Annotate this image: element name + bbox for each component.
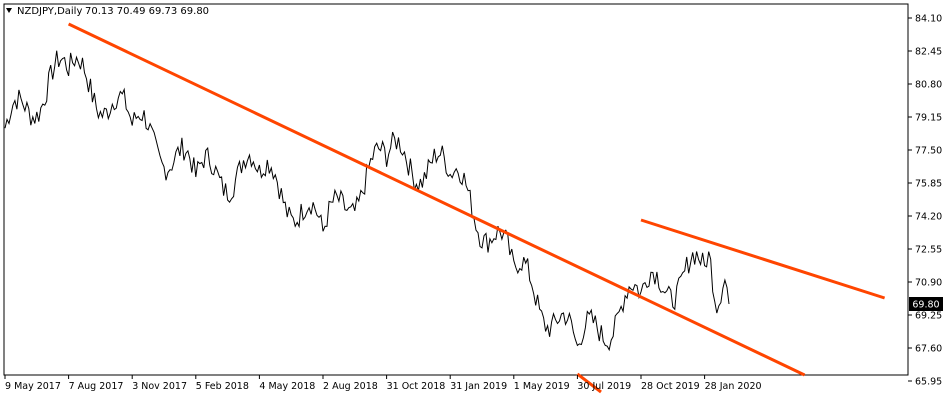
- x-tick-label: 28 Oct 2019: [641, 381, 700, 392]
- y-tick-label: 72.55: [915, 245, 942, 256]
- y-tick-label: 84.10: [915, 14, 942, 25]
- price-line-layer: [4, 50, 730, 352]
- trendline[interactable]: [576, 372, 602, 394]
- trendline[interactable]: [67, 22, 806, 377]
- y-tick-label: 67.60: [915, 344, 942, 355]
- chart-frame: [3, 3, 909, 376]
- x-tick-label: 30 Jul 2019: [577, 381, 631, 392]
- x-tick-label: 2 Aug 2018: [323, 381, 378, 392]
- y-tick-label: 70.90: [915, 278, 942, 289]
- x-tick-label: 28 Jan 2020: [705, 381, 762, 392]
- x-tick-label: 9 May 2017: [5, 381, 61, 392]
- y-tick-label: 80.80: [915, 80, 942, 91]
- y-tick-label: 79.15: [915, 113, 942, 124]
- x-tick-label: 1 May 2019: [514, 381, 570, 392]
- y-tick-label: 75.85: [915, 179, 942, 190]
- current-price-marker: 69.80: [909, 297, 943, 311]
- x-tick-label: 7 Aug 2017: [69, 381, 124, 392]
- x-tick-label: 5 Feb 2018: [196, 381, 249, 392]
- price-series-line: [4, 50, 730, 352]
- time-axis: 9 May 2017 7 Aug 2017 3 Nov 2017 5 Feb 2018…: [4, 375, 762, 392]
- x-tick-label: 31 Oct 2018: [387, 381, 446, 392]
- y-tick-label: 77.50: [915, 146, 942, 157]
- ohlc-label: 70.13 70.49 69.73 69.80: [85, 6, 209, 17]
- trendline[interactable]: [640, 218, 886, 300]
- symbol-label: NZDJPY,Daily: [17, 6, 82, 17]
- y-tick-label: 82.45: [915, 47, 942, 58]
- dropdown-triangle-icon[interactable]: [6, 8, 12, 13]
- y-tick-label: 69.25: [915, 311, 942, 322]
- price-axis: 84.10 82.45 80.80 79.15 77.50 75.85 74.20 72.55…: [908, 14, 942, 388]
- y-tick-label: 74.20: [915, 212, 942, 223]
- current-price-label: 69.80: [912, 300, 939, 311]
- x-tick-label: 31 Jan 2019: [450, 381, 507, 392]
- x-tick-label: 3 Nov 2017: [132, 381, 187, 392]
- y-tick-label: 65.95: [915, 377, 942, 388]
- x-tick-label: 4 May 2018: [259, 381, 315, 392]
- trendline-layer: [67, 22, 886, 394]
